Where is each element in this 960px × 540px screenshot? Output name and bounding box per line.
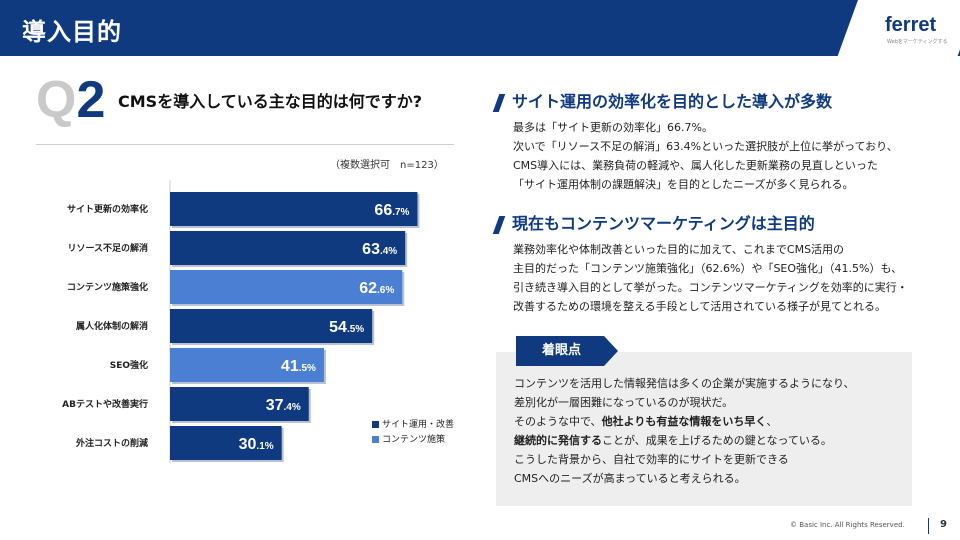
ferret-logo: ferret bbox=[885, 14, 937, 36]
value-label: 66.7% bbox=[374, 202, 409, 219]
bar bbox=[170, 231, 406, 265]
focus-emphasis: 継続的に発信する bbox=[514, 434, 602, 447]
slash-icon bbox=[492, 215, 506, 234]
legend-label-content: コンテンツ施策 bbox=[382, 435, 446, 445]
focus-line: 継続的に発信することが、成果を上げるための鍵となっている。 bbox=[514, 431, 855, 450]
bar bbox=[170, 387, 309, 421]
question-number: Q2 bbox=[36, 70, 105, 130]
bar bbox=[170, 309, 373, 343]
section-2-title: 現在もコンテンツマーケティングは主目的 bbox=[512, 214, 815, 233]
page-number: 9 bbox=[940, 519, 947, 530]
bar-chart: サイト更新の効率化 66.7% リソース不足の解消 63.4% コンテンツ施策強化 62.… bbox=[62, 180, 420, 463]
bar bbox=[170, 192, 418, 226]
focus-line: そのような中で、他社よりも有益な情報をいち早く、 bbox=[514, 412, 855, 431]
slash-icon bbox=[492, 93, 506, 112]
focus-line: CMSへのニーズが高まっていると考えられる。 bbox=[514, 472, 746, 485]
category-label: リソース不足の解消 bbox=[67, 242, 148, 254]
legend-label-site: サイト運用・改善 bbox=[382, 420, 455, 430]
logo-tagline: Webをマーケティングする bbox=[887, 39, 948, 45]
section-1-line: 最多は「サイト更新の効率化」66.7%。 bbox=[513, 121, 713, 134]
category-label: 外注コストの削減 bbox=[75, 437, 148, 449]
section-2-line: 引き続き導入目的として挙がった。コンテンツマーケティングを効率的に実行・ bbox=[513, 281, 908, 294]
bar bbox=[170, 426, 282, 460]
legend-swatch-site bbox=[372, 421, 379, 428]
section-1-heading: サイト運用の効率化を目的とした導入が多数 bbox=[492, 88, 833, 112]
legend-item-site: サイト運用・改善 bbox=[372, 418, 454, 433]
section-1-body: 最多は「サイト更新の効率化」66.7%。 次いで「リソース不足の解消」63.4%… bbox=[513, 118, 953, 194]
focus-box bbox=[496, 352, 912, 506]
section-1-title: サイト運用の効率化を目的とした導入が多数 bbox=[512, 92, 833, 111]
section-1-line: 「サイト運用体制の課題解決」を目的としたニーズが多く見られる。 bbox=[513, 178, 854, 191]
focus-text-plain: 、 bbox=[766, 415, 778, 428]
section-1-line: 次いで「リソース不足の解消」63.4%といった選択肢が上位に挙がっており、 bbox=[513, 140, 898, 153]
focus-text-plain: そのような中で、 bbox=[514, 415, 602, 428]
section-2-body: 業務効率化や体制改善といった目的に加えて、これまでCMS活用の 主目的だった「コ… bbox=[513, 240, 953, 316]
value-label: 63.4% bbox=[362, 241, 397, 258]
focus-line: こうした背景から、自社で効率的にサイトを更新できる bbox=[514, 453, 789, 466]
question-text: CMSを導入している主な目的は何ですか? bbox=[118, 92, 422, 111]
header-bar: 導入目的 ferret Webをマーケティングする bbox=[0, 0, 960, 56]
value-label: 41.5% bbox=[281, 358, 316, 375]
section-2-line: 主目的だった「コンテンツ施策強化」（62.6%）や「SEO強化」（41.5%）も… bbox=[513, 262, 903, 275]
section-2-line: 改善するための環境を整える手段として活用されている様子が見てとれる。 bbox=[513, 300, 887, 313]
category-label: ABテストや改善実行 bbox=[62, 398, 148, 410]
category-label: SEO強化 bbox=[110, 359, 148, 371]
question-q: Q bbox=[36, 71, 77, 129]
bar bbox=[170, 348, 324, 382]
value-label: 62.6% bbox=[359, 280, 394, 297]
bar bbox=[170, 270, 403, 304]
section-1-line: CMS導入には、業務負荷の軽減や、属人化した更新業務の見直しといった bbox=[513, 159, 878, 172]
question-num: 2 bbox=[76, 71, 106, 129]
category-label: コンテンツ施策強化 bbox=[67, 281, 148, 293]
value-label: 30.1% bbox=[239, 436, 274, 453]
focus-line: コンテンツを活用した情報発信は多くの企業が実施するようになり、 bbox=[514, 377, 855, 390]
focus-text-plain: ことが、成果を上げるための鍵となっている。 bbox=[602, 434, 832, 447]
footer-divider bbox=[928, 518, 929, 534]
page-title: 導入目的 bbox=[22, 18, 122, 46]
focus-emphasis: 他社よりも有益な情報をいち早く bbox=[601, 415, 767, 428]
category-label: サイト更新の効率化 bbox=[67, 203, 148, 215]
legend-swatch-content bbox=[372, 436, 379, 443]
value-label: 37.4% bbox=[266, 397, 301, 414]
category-label: 属人化体制の解消 bbox=[75, 320, 148, 332]
sample-note: （複数選択可 n=123） bbox=[330, 160, 444, 171]
question-divider bbox=[36, 144, 454, 145]
focus-tag: 着眼点 bbox=[516, 336, 618, 366]
focus-text: コンテンツを活用した情報発信は多くの企業が実施するようになり、 差別化が一層困難… bbox=[514, 374, 855, 488]
focus-line: 差別化が一層困難になっているのが現状だ。 bbox=[514, 396, 734, 409]
chart-legend: サイト運用・改善 コンテンツ施策 bbox=[372, 418, 454, 448]
copyright: © Basic Inc. All Rights Reserved. bbox=[790, 521, 905, 529]
value-label: 54.5% bbox=[329, 319, 364, 336]
section-2-line: 業務効率化や体制改善といった目的に加えて、これまでCMS活用の bbox=[513, 243, 845, 256]
legend-item-content: コンテンツ施策 bbox=[372, 433, 454, 448]
section-2-heading: 現在もコンテンツマーケティングは主目的 bbox=[492, 210, 815, 234]
